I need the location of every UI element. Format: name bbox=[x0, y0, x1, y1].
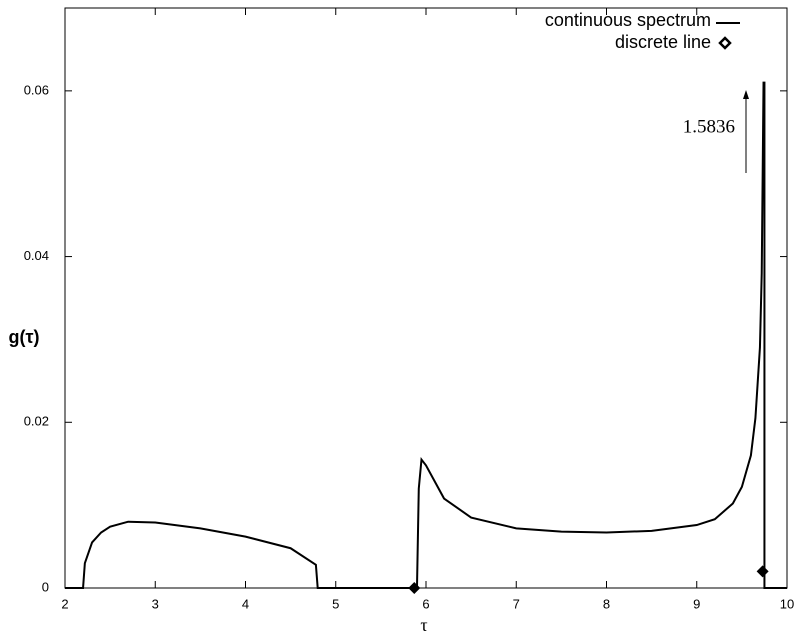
x-tick-label: 2 bbox=[61, 596, 68, 611]
legend-label: continuous spectrum bbox=[545, 10, 711, 30]
x-tick-label: 4 bbox=[242, 596, 249, 611]
y-tick-label: 0.04 bbox=[24, 248, 49, 263]
annotation: 1.5836 bbox=[683, 116, 735, 137]
x-tick-label: 5 bbox=[332, 596, 339, 611]
discrete-marker bbox=[756, 565, 769, 578]
y-tick-label: 0.06 bbox=[24, 82, 49, 97]
x-tick-label: 6 bbox=[422, 596, 429, 611]
y-axis-label: g(τ) bbox=[8, 327, 39, 347]
legend-marker bbox=[718, 36, 732, 50]
x-tick-label: 9 bbox=[693, 596, 700, 611]
x-tick-label: 10 bbox=[780, 596, 794, 611]
y-tick-label: 0.02 bbox=[24, 414, 49, 429]
y-tick-label: 0 bbox=[42, 579, 49, 594]
plot-frame bbox=[64, 7, 788, 589]
x-tick-label: 8 bbox=[603, 596, 610, 611]
legend-label: discrete line bbox=[615, 32, 711, 52]
x-axis-label: τ bbox=[420, 615, 427, 635]
x-tick-label: 7 bbox=[513, 596, 520, 611]
discrete-marker bbox=[408, 582, 421, 594]
annotation-arrowhead bbox=[743, 90, 749, 99]
spectrum-line bbox=[65, 81, 787, 589]
x-tick-label: 3 bbox=[152, 596, 159, 611]
